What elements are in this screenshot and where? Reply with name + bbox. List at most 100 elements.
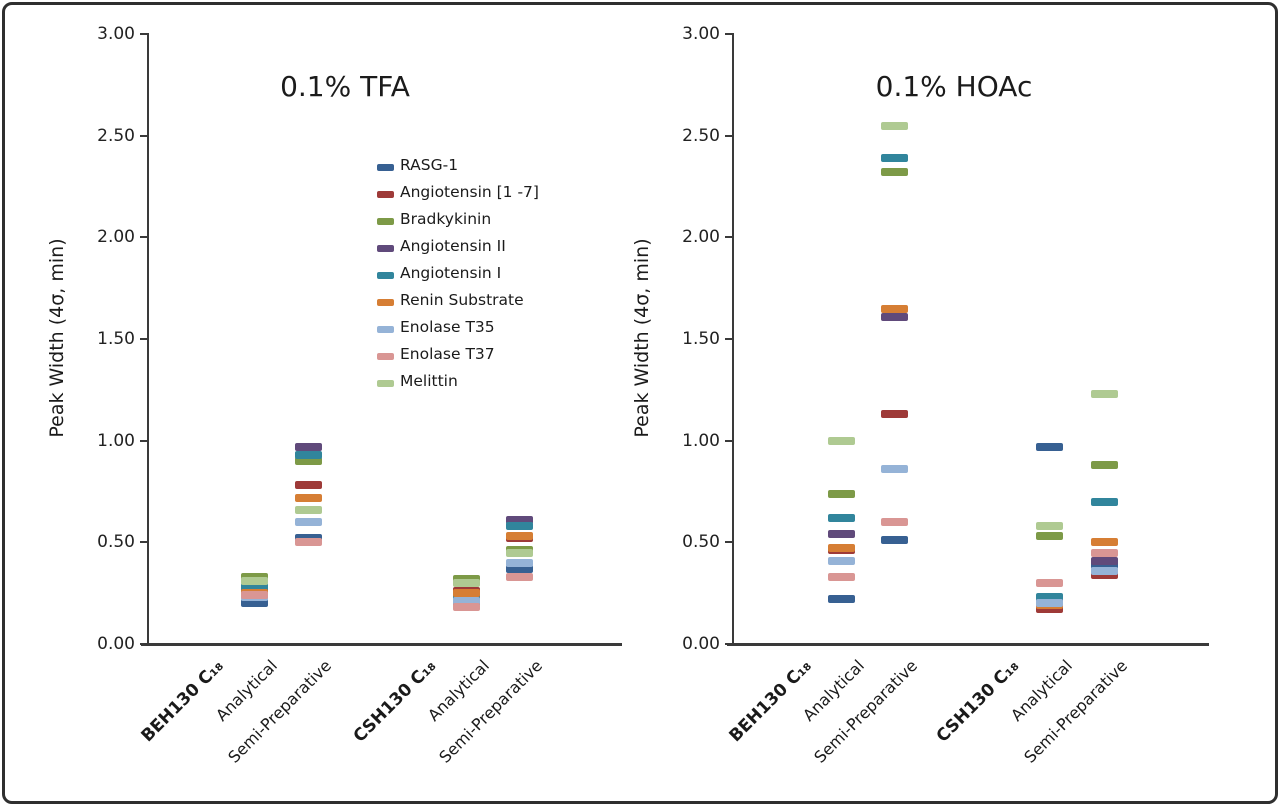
marker-melittin bbox=[294, 505, 322, 514]
y-tick-label: 1.50 bbox=[97, 329, 135, 349]
y-axis-tick bbox=[725, 541, 733, 544]
y-tick-label: 0.50 bbox=[97, 532, 135, 553]
y-tick-label: 1.50 bbox=[682, 329, 720, 349]
marker-rasg-1 bbox=[1090, 560, 1118, 569]
x-tick-label: Semi-Preparative bbox=[435, 656, 547, 767]
legend-swatch-4 bbox=[377, 245, 394, 252]
x-tick-label: BEH130 C₁₈ bbox=[137, 656, 229, 747]
x-tick-label: BEH130 C₁₈ bbox=[725, 656, 817, 747]
x-axis bbox=[727, 643, 1209, 646]
marker-enolase-t37 bbox=[294, 538, 322, 547]
y-axis-tick bbox=[725, 439, 733, 442]
marker-enolase-t37 bbox=[1035, 579, 1063, 587]
marker-rasg-1 bbox=[827, 595, 855, 604]
legend-label-5: Angiotensin I bbox=[400, 264, 502, 282]
marker-enolase-t35 bbox=[294, 518, 322, 526]
marker-enolase-t35 bbox=[452, 597, 480, 606]
marker-bradkykinin bbox=[1090, 461, 1118, 470]
y-axis-tick bbox=[140, 439, 148, 442]
marker-rasg-1 bbox=[505, 564, 533, 573]
x-tick-label: Semi-Preparative bbox=[810, 656, 922, 767]
marker-bradkykinin bbox=[240, 572, 268, 581]
y-tick-label: 3.00 bbox=[97, 24, 135, 44]
x-axis bbox=[141, 643, 622, 646]
legend-label-2: Angiotensin [1 -7] bbox=[400, 183, 539, 201]
marker-angiotensin-i bbox=[240, 583, 268, 592]
marker-melittin bbox=[880, 121, 908, 130]
marker-enolase-t35 bbox=[1090, 566, 1118, 575]
marker-angiotensin-i bbox=[1090, 497, 1118, 506]
y-axis-tick bbox=[140, 236, 148, 239]
marker-renin-substrate bbox=[505, 532, 533, 541]
marker-angiotensin-ii bbox=[1090, 556, 1118, 565]
marker-enolase-t35 bbox=[880, 465, 908, 474]
x-tick-label: CSH130 C₁₈ bbox=[932, 656, 1024, 747]
marker-bradkykinin bbox=[452, 574, 480, 583]
y-axis-tick bbox=[140, 338, 148, 340]
y-axis-title-left: Peak Width (4σ, min) bbox=[46, 238, 68, 438]
marker-enolase-t37 bbox=[1090, 548, 1118, 557]
marker-rasg-1 bbox=[1035, 442, 1063, 451]
y-axis-tick bbox=[140, 134, 148, 137]
marker-melittin bbox=[452, 579, 480, 587]
marker-renin-substrate bbox=[827, 544, 855, 553]
legend-swatch-6 bbox=[377, 299, 394, 306]
y-tick-label: 2.50 bbox=[97, 125, 135, 146]
marker-melittin bbox=[240, 576, 268, 585]
panel-title-hoac: 0.1% HOAc bbox=[875, 70, 1033, 103]
y-tick-label: 0.00 bbox=[682, 634, 720, 654]
legend-label-3: Bradkykinin bbox=[400, 210, 492, 228]
marker-enolase-t37 bbox=[827, 572, 855, 581]
x-tick-label: CSH130 C₁₈ bbox=[349, 656, 441, 747]
legend-swatch-1 bbox=[377, 164, 394, 171]
legend-swatch-8 bbox=[377, 353, 394, 360]
marker-enolase-t35 bbox=[1035, 599, 1063, 608]
marker-angiotensin-1-7- bbox=[1035, 605, 1063, 614]
x-tick-label: Semi-Preparative bbox=[1020, 656, 1132, 767]
legend-swatch-9 bbox=[377, 380, 394, 387]
panel-title-tfa: 0.1% TFA bbox=[280, 70, 410, 103]
marker-enolase-t37 bbox=[505, 572, 533, 581]
marker-rasg-1 bbox=[294, 534, 322, 543]
marker-bradkykinin bbox=[880, 168, 908, 177]
marker-rasg-1 bbox=[880, 536, 908, 545]
marker-angiotensin-ii bbox=[880, 312, 908, 321]
marker-angiotensin-i bbox=[294, 450, 322, 459]
marker-enolase-t35 bbox=[505, 558, 533, 567]
marker-melittin bbox=[505, 548, 533, 557]
marker-melittin bbox=[1035, 522, 1063, 531]
legend-label-1: RASG-1 bbox=[400, 156, 459, 174]
marker-angiotensin-i bbox=[505, 522, 533, 531]
marker-enolase-t37 bbox=[880, 518, 908, 526]
y-axis-tick bbox=[725, 338, 733, 340]
marker-bradkykinin bbox=[827, 489, 855, 498]
marker-angiotensin-ii bbox=[505, 515, 533, 524]
marker-angiotensin-1-7- bbox=[880, 410, 908, 419]
marker-renin-substrate bbox=[880, 304, 908, 313]
legend-label-7: Enolase T35 bbox=[400, 318, 495, 336]
y-axis-tick bbox=[140, 33, 148, 35]
marker-melittin bbox=[827, 436, 855, 445]
y-axis-tick bbox=[725, 643, 733, 645]
y-axis-tick bbox=[725, 134, 733, 137]
y-tick-label: 2.00 bbox=[97, 227, 135, 248]
legend-swatch-2 bbox=[377, 191, 394, 198]
y-axis-tick bbox=[140, 643, 148, 645]
marker-melittin bbox=[1090, 389, 1118, 398]
y-tick-label: 1.00 bbox=[97, 430, 135, 451]
y-axis-tick bbox=[725, 236, 733, 239]
y-axis bbox=[147, 33, 149, 646]
marker-renin-substrate bbox=[452, 589, 480, 598]
marker-rasg-1 bbox=[240, 599, 268, 608]
marker-angiotensin-i bbox=[1035, 593, 1063, 602]
marker-angiotensin-i bbox=[452, 593, 480, 602]
marker-enolase-t35 bbox=[827, 556, 855, 565]
legend-label-6: Renin Substrate bbox=[400, 291, 524, 309]
marker-angiotensin-i bbox=[827, 513, 855, 522]
marker-bradkykinin bbox=[1035, 532, 1063, 541]
marker-bradkykinin bbox=[294, 457, 322, 465]
y-axis-title-right: Peak Width (4σ, min) bbox=[631, 238, 653, 438]
y-tick-label: 2.00 bbox=[682, 227, 720, 248]
legend-swatch-5 bbox=[377, 272, 394, 279]
marker-angiotensin-1-7- bbox=[294, 481, 322, 490]
